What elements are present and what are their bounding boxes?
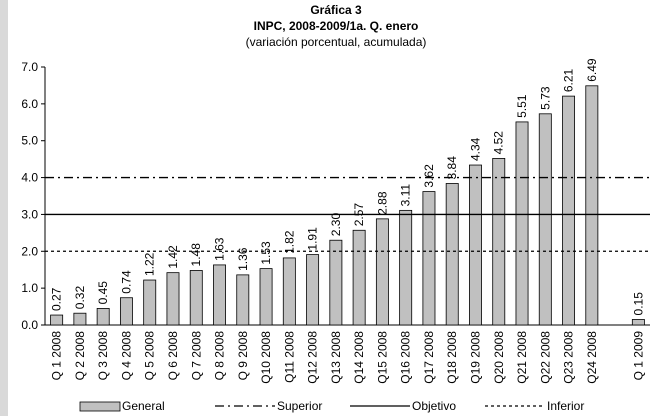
bar [445,183,459,326]
x-tick-label: Q14 2008 [352,331,366,384]
legend-label: Inferior [547,399,584,413]
bar [96,308,110,326]
data-label: 1.53 [259,241,273,265]
y-tick-label: 7.0 [21,60,38,74]
bar [189,270,203,326]
x-tick-label: Q 9 2008 [236,331,250,381]
x-tick-label: Q18 2008 [445,331,459,384]
x-tick-label: Q13 2008 [329,331,343,384]
x-tick-label: Q 1 2009 [631,331,645,381]
bar [329,239,343,326]
legend-label: Objetivo [412,399,456,413]
x-tick-label: Q15 2008 [375,331,389,384]
bar [422,191,436,326]
x-tick-label: Q12 2008 [306,331,320,384]
data-label: 4.34 [468,137,482,161]
x-tick-label: Q 1 2008 [50,331,64,381]
data-label: 5.73 [538,86,552,110]
data-label: 2.88 [375,191,389,215]
y-tick-label: 3.0 [21,207,38,221]
bar [562,95,576,326]
data-label: 0.45 [96,281,110,305]
bar [306,254,320,326]
data-label: 0.27 [50,287,64,311]
x-tick-label: Q22 2008 [538,331,552,384]
bar [143,279,157,326]
side-strip [0,0,8,416]
x-tick-label: Q16 2008 [399,331,413,384]
bar [166,272,180,326]
bar [538,113,552,326]
y-tick-label: 2.0 [21,244,38,258]
data-label: 6.21 [562,68,576,92]
data-label: 1.82 [282,230,296,254]
data-label: 2.30 [329,213,343,237]
bar [399,209,413,326]
bar [50,314,64,326]
data-label: 3.84 [445,156,459,180]
bar [213,264,226,326]
x-tick-label: Q24 2008 [585,331,599,384]
y-tick-label: 1.0 [21,281,38,295]
data-label: 5.51 [515,94,529,118]
x-tick-label: Q23 2008 [562,331,576,384]
bar [492,158,506,326]
bar [375,218,389,326]
x-tick-label: Q 3 2008 [96,331,110,381]
data-label: 1.63 [213,237,227,261]
data-label: 6.49 [585,58,599,82]
x-tick-label: Q19 2008 [468,331,482,384]
x-tick-label: Q11 2008 [282,331,296,383]
data-label: 0.15 [631,292,645,316]
data-label: 1.22 [143,252,157,276]
data-label: 4.52 [492,131,506,155]
bar [585,85,599,326]
x-tick-label: Q21 2008 [515,331,529,384]
chart-subtitle: INPC, 2008-2009/1a. Q. enero [254,19,419,33]
bar [73,312,87,326]
x-tick-label: Q20 2008 [492,331,506,384]
data-label: 1.48 [189,243,203,267]
data-label: 0.74 [119,270,133,294]
legend-swatch [79,401,121,412]
bar [515,121,529,326]
data-label: 3.62 [422,164,436,188]
bar [236,274,250,326]
legend-label: Superior [277,399,322,413]
data-label: 3.11 [399,184,413,207]
data-label: 1.42 [166,245,180,269]
y-tick-label: 6.0 [21,97,38,111]
legend-label: General [122,399,165,413]
bar [282,257,296,326]
bar [119,297,133,326]
x-tick-label: Q17 2008 [422,331,436,384]
bar [352,229,366,326]
x-tick-label: Q10 2008 [259,331,273,384]
data-label: 1.91 [306,227,320,251]
chart-note: (variación porcentual, acumulada) [246,35,427,49]
bar [469,164,482,326]
x-tick-label: Q 4 2008 [119,331,133,381]
data-label: 1.36 [236,247,250,271]
data-label: 0.32 [73,286,87,310]
y-tick-label: 0.0 [21,318,38,332]
x-tick-label: Q 6 2008 [166,331,180,381]
x-tick-label: Q 8 2008 [213,331,227,381]
y-tick-label: 5.0 [21,134,38,148]
y-tick-label: 4.0 [21,171,38,185]
bar [259,268,273,326]
chart-title: Gráfica 3 [310,3,362,17]
x-tick-label: Q 2 2008 [73,331,87,381]
x-tick-label: Q 7 2008 [189,331,203,381]
x-tick-label: Q 5 2008 [143,331,157,381]
bar [631,319,645,326]
